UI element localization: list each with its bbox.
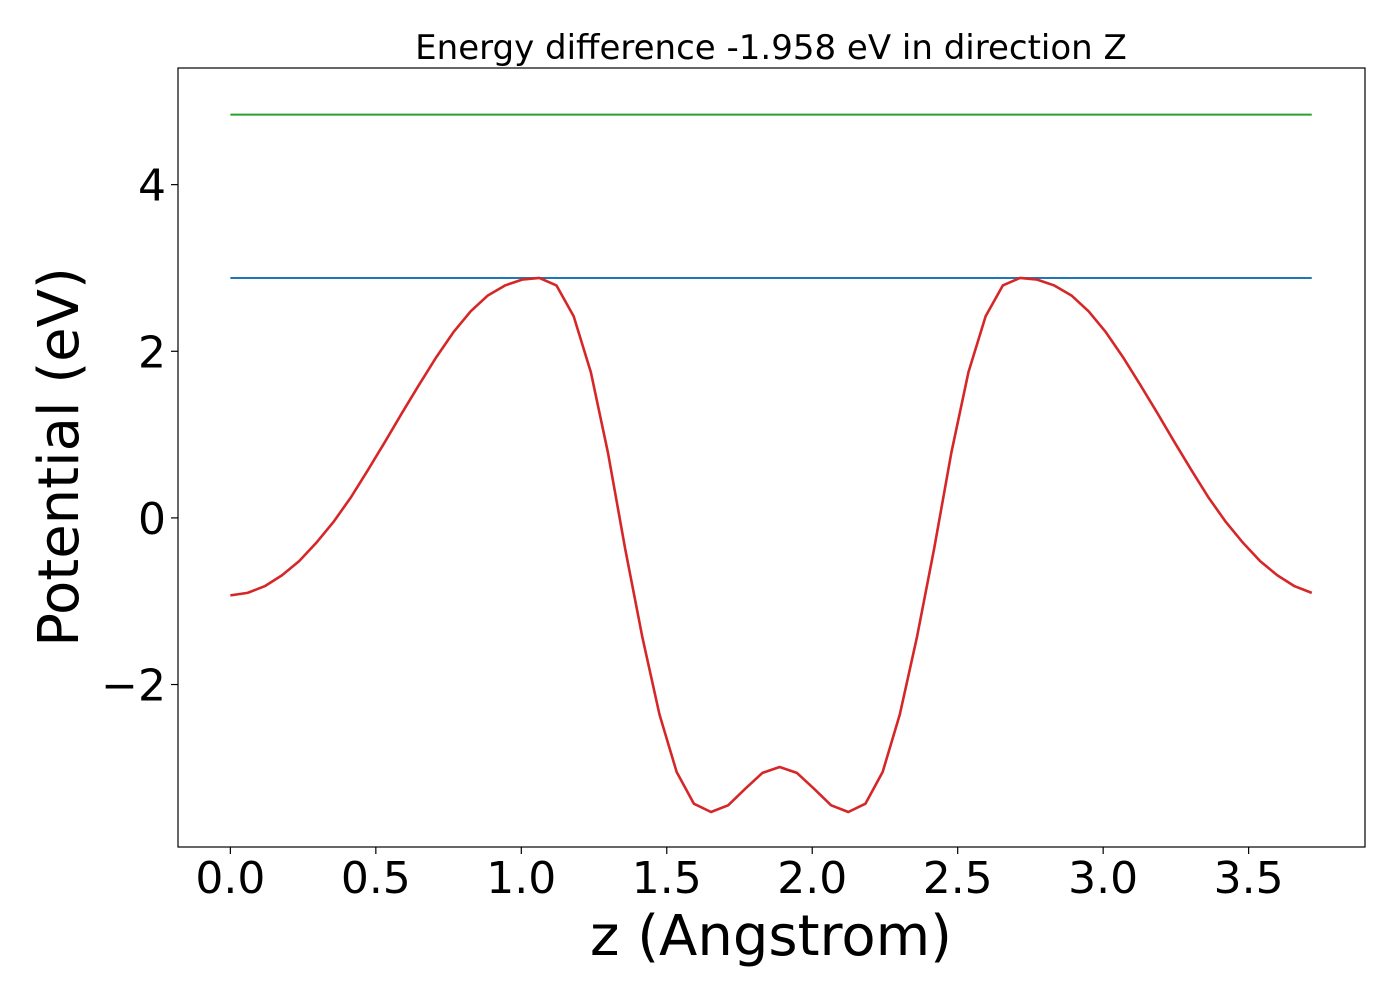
chart-title: Energy difference -1.958 eV in direction… <box>415 28 1127 68</box>
x-tick-label: 1.0 <box>486 853 556 904</box>
x-tick-label: 1.5 <box>632 853 702 904</box>
x-tick-label: 3.0 <box>1068 853 1138 904</box>
y-tick-label: 0 <box>138 494 166 545</box>
x-axis-label: z (Angstrom) <box>590 904 952 969</box>
x-tick-label: 2.5 <box>923 853 993 904</box>
x-axis-ticks: 0.0 0.5 1.0 1.5 2.0 2.5 3.0 3.5 <box>195 847 1284 904</box>
y-tick-label: −2 <box>101 661 166 712</box>
series-line-0 <box>230 276 1313 814</box>
x-tick-label: 0.5 <box>341 853 411 904</box>
x-tick-label: 0.0 <box>195 853 265 904</box>
x-tick-label: 3.5 <box>1214 853 1284 904</box>
y-tick-label: 4 <box>138 161 166 212</box>
y-axis-label: Potential (eV) <box>27 267 92 647</box>
series-layer <box>230 113 1313 814</box>
x-tick-label: 2.0 <box>777 853 847 904</box>
y-axis-ticks: −2 0 2 4 <box>101 161 178 712</box>
y-tick-label: 2 <box>138 327 166 378</box>
plot-frame <box>177 67 1366 848</box>
